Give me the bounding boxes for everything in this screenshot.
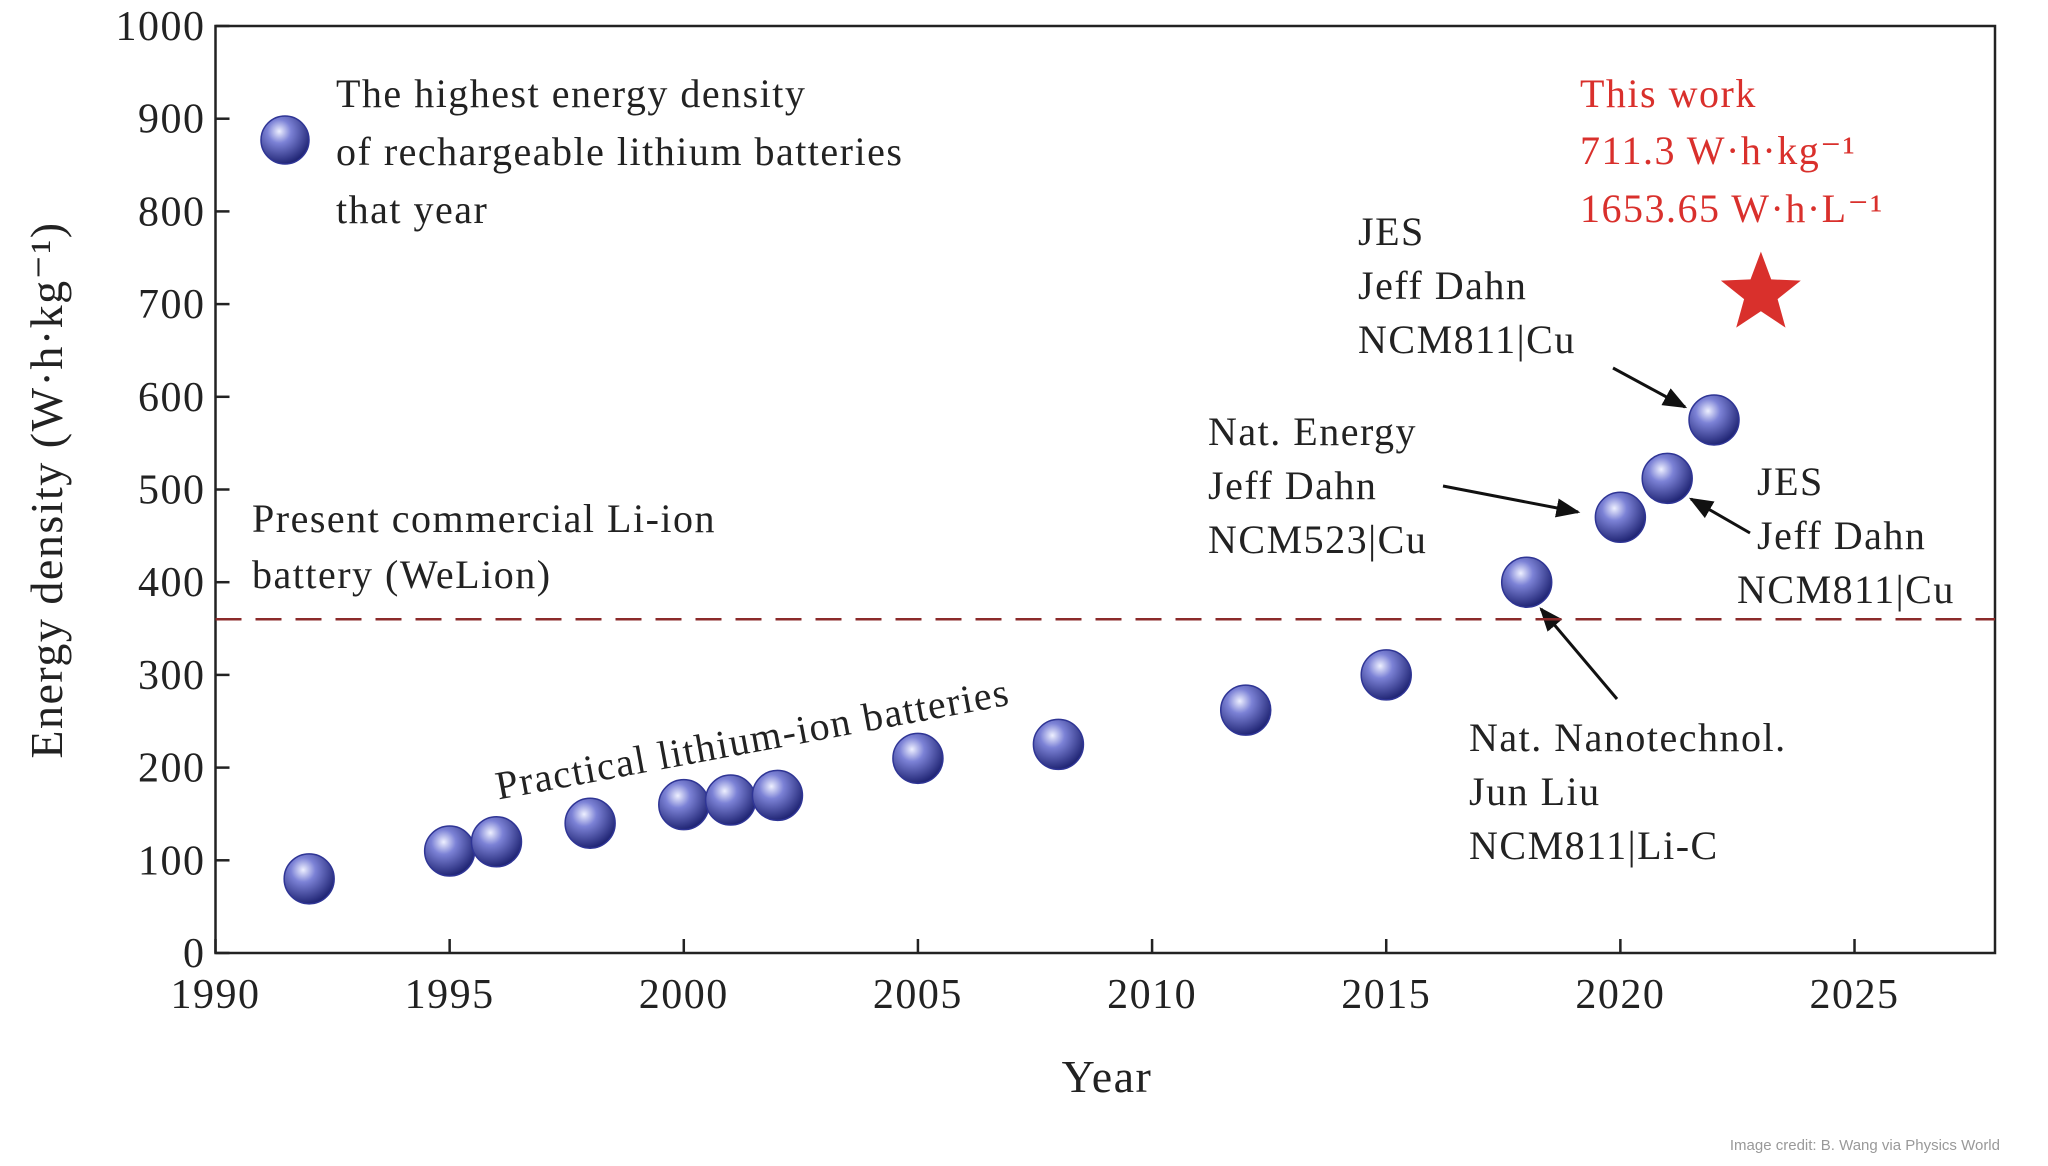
x-tick-label: 2010 — [1107, 972, 1197, 1018]
highlight-note: 1653.65 W·h·L⁻¹ — [1580, 186, 1884, 231]
arrow — [1442, 484, 1581, 518]
sphere-point — [283, 853, 335, 905]
annotation: NCM811|Cu — [1358, 317, 1576, 362]
x-tick-label: 2000 — [639, 972, 729, 1018]
x-tick-label: 1990 — [171, 972, 261, 1018]
legend-label: The highest energy density of rechargeab… — [336, 71, 915, 232]
sphere-point — [423, 825, 476, 877]
legend-line: of rechargeable lithium batteries — [336, 129, 915, 174]
arrow — [1612, 366, 1688, 409]
sphere-point — [892, 732, 944, 785]
y-tick-label: 600 — [138, 375, 206, 421]
highlight-name: This work — [1580, 71, 1757, 116]
annotation: JES — [1757, 459, 1824, 504]
y-tick-label: 1000 — [116, 4, 206, 50]
annotation: NCM811|Cu — [1737, 567, 1955, 612]
sphere-point — [751, 769, 804, 822]
sphere-point — [704, 774, 757, 826]
reference-label: Present commercial Li-ion — [252, 496, 716, 541]
annotation: Jeff Dahn — [1358, 263, 1527, 308]
y-tick-label: 0 — [183, 931, 206, 977]
sphere-point — [1360, 649, 1412, 701]
x-axis-label: Year — [1062, 1051, 1153, 1102]
sphere-point — [1594, 491, 1647, 544]
legend-line: that year — [336, 187, 488, 232]
annotation: JES — [1358, 209, 1425, 254]
annotation: NCM811|Li-C — [1469, 823, 1719, 868]
y-tick-label: 400 — [138, 560, 206, 606]
annotation: Jeff Dahn — [1757, 513, 1926, 558]
sphere-point — [658, 778, 710, 831]
star-point — [1720, 251, 1801, 328]
x-tick-label: 2025 — [1810, 972, 1900, 1018]
y-tick-label: 700 — [138, 282, 206, 328]
arrow — [1688, 497, 1751, 535]
y-tick-label: 900 — [138, 97, 206, 143]
reference-label: battery (WeLion) — [252, 552, 552, 597]
credit: Image credit: B. Wang via Physics World — [1730, 1137, 2000, 1154]
sphere-point — [564, 797, 616, 849]
annotation: NCM523|Cu — [1208, 517, 1427, 562]
y-tick-label: 300 — [138, 653, 206, 699]
annotation: Nat. Energy — [1208, 409, 1417, 454]
sphere-point — [470, 816, 523, 868]
legend-marker — [260, 115, 310, 165]
sphere-point — [1500, 556, 1553, 608]
y-tick-label: 800 — [138, 189, 206, 235]
x-tick-label: 2020 — [1575, 972, 1665, 1018]
x-tick-label: 2015 — [1341, 972, 1431, 1018]
legend-line: The highest energy density — [336, 71, 818, 116]
annotation: Jun Liu — [1469, 769, 1601, 814]
arrow — [1539, 607, 1619, 700]
y-tick-label: 200 — [138, 746, 206, 792]
y-axis-label: Energy density (W·h·kg⁻¹) — [21, 221, 72, 758]
sphere-point — [1219, 684, 1272, 736]
value-label: 711.3 W·h·kg⁻¹ — [1580, 128, 1856, 173]
x-tick-label: 1995 — [405, 972, 495, 1018]
y-tick-label: 100 — [138, 838, 206, 884]
sphere-point — [1641, 452, 1693, 505]
sphere-point — [1688, 394, 1740, 446]
annotation: Nat. Nanotechnol. — [1469, 715, 1787, 760]
sphere-point — [1032, 718, 1085, 771]
annotation: Jeff Dahn — [1208, 463, 1377, 508]
y-tick-label: 500 — [138, 468, 206, 514]
x-tick-label: 2005 — [873, 972, 963, 1018]
